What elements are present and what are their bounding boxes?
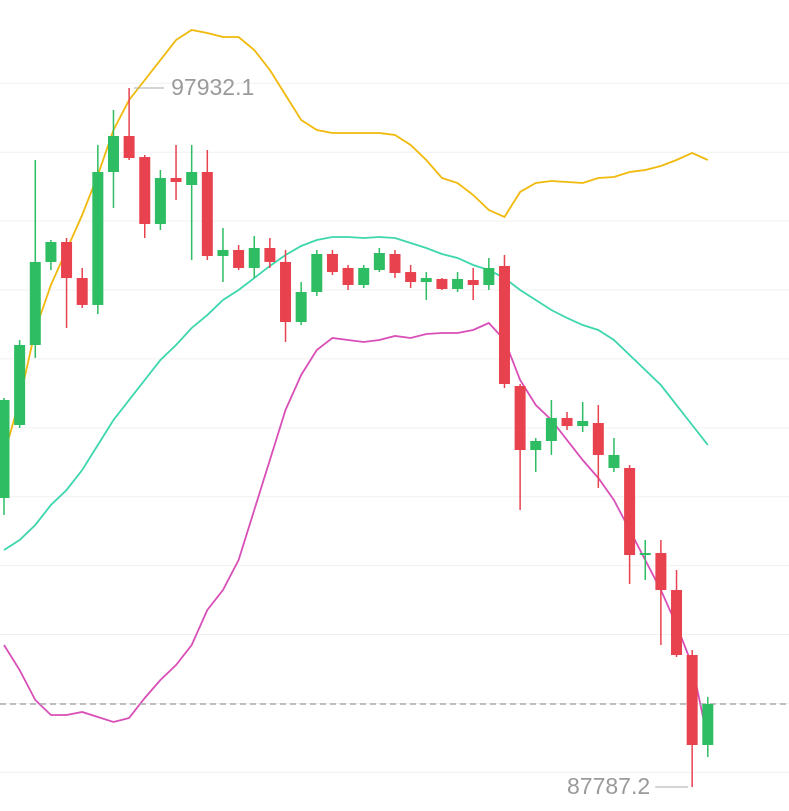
candle-body (264, 247, 276, 262)
band-line (3, 29, 709, 456)
candle-body (405, 272, 417, 283)
candle-body (311, 253, 323, 293)
candle-body (0, 399, 10, 498)
candle-body (436, 278, 448, 289)
candle-body (467, 280, 479, 285)
candle-body (452, 278, 464, 289)
candle-body (702, 703, 714, 745)
candle-body (530, 440, 542, 451)
candle-body (545, 417, 557, 441)
candle-body (29, 261, 41, 346)
candle-body (248, 247, 260, 268)
candle-body (389, 253, 401, 273)
candle-body (139, 157, 151, 225)
candle-body (592, 423, 604, 455)
candle-body (107, 136, 119, 172)
candle-body (295, 292, 307, 322)
high-label: 97932.1 (171, 74, 254, 100)
band-line (3, 321, 709, 741)
candle-body (639, 553, 651, 556)
candle-body (514, 386, 526, 451)
candle-body (358, 267, 370, 285)
candle-body (217, 249, 229, 256)
candle-body (608, 454, 620, 468)
candle-body (154, 177, 166, 225)
candle-body (201, 171, 213, 256)
candle-body (45, 241, 57, 262)
candle-body (671, 590, 683, 656)
band-line (3, 236, 709, 551)
candle-body (686, 655, 698, 745)
candle-body (186, 171, 198, 186)
candle-body (655, 553, 667, 591)
candle-body (373, 253, 385, 271)
low-label: 87787.2 (567, 773, 650, 799)
candle-body (561, 417, 573, 427)
candle-body (342, 267, 354, 285)
candle-body (577, 421, 589, 427)
candle-body (123, 136, 135, 158)
candle-body (420, 278, 432, 283)
candle-body (92, 171, 104, 305)
candle-body (624, 467, 636, 556)
candle-body (326, 253, 338, 273)
candle-body (170, 177, 182, 182)
candle-body (61, 241, 73, 279)
candle-body (233, 249, 245, 268)
candle-body (76, 278, 88, 305)
candle-body (483, 267, 495, 285)
candle-body (14, 345, 26, 425)
candle-body (498, 265, 510, 385)
candle-body (280, 261, 292, 322)
